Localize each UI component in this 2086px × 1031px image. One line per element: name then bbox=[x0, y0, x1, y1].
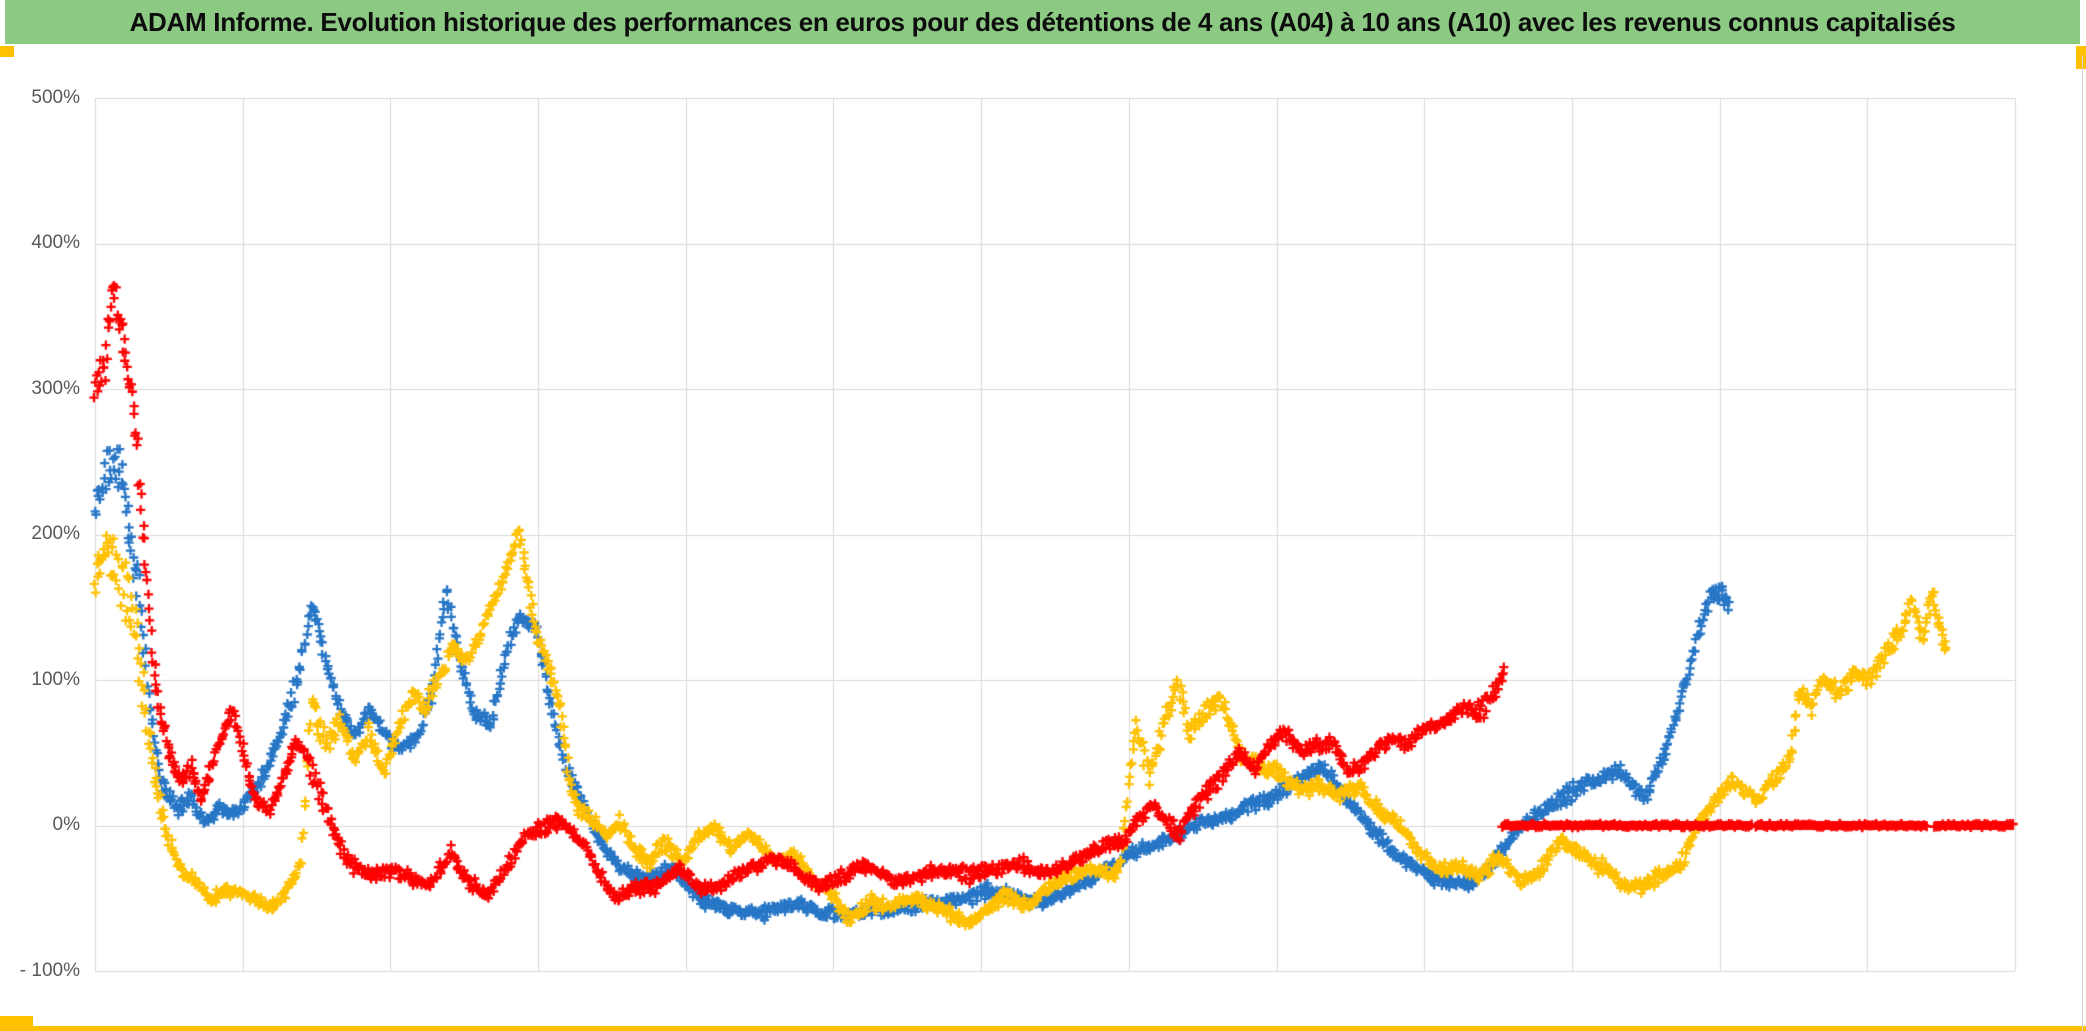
y-tick-300: 300% bbox=[31, 378, 80, 399]
y-tick-200: 200% bbox=[31, 523, 80, 544]
y-tick-400: 400% bbox=[31, 232, 80, 253]
y-tick-100: 100% bbox=[31, 669, 80, 690]
y-tick-neg100: - 100% bbox=[19, 960, 80, 981]
y-tick-500: 500% bbox=[31, 87, 80, 108]
y-tick-0: 0% bbox=[52, 814, 80, 835]
